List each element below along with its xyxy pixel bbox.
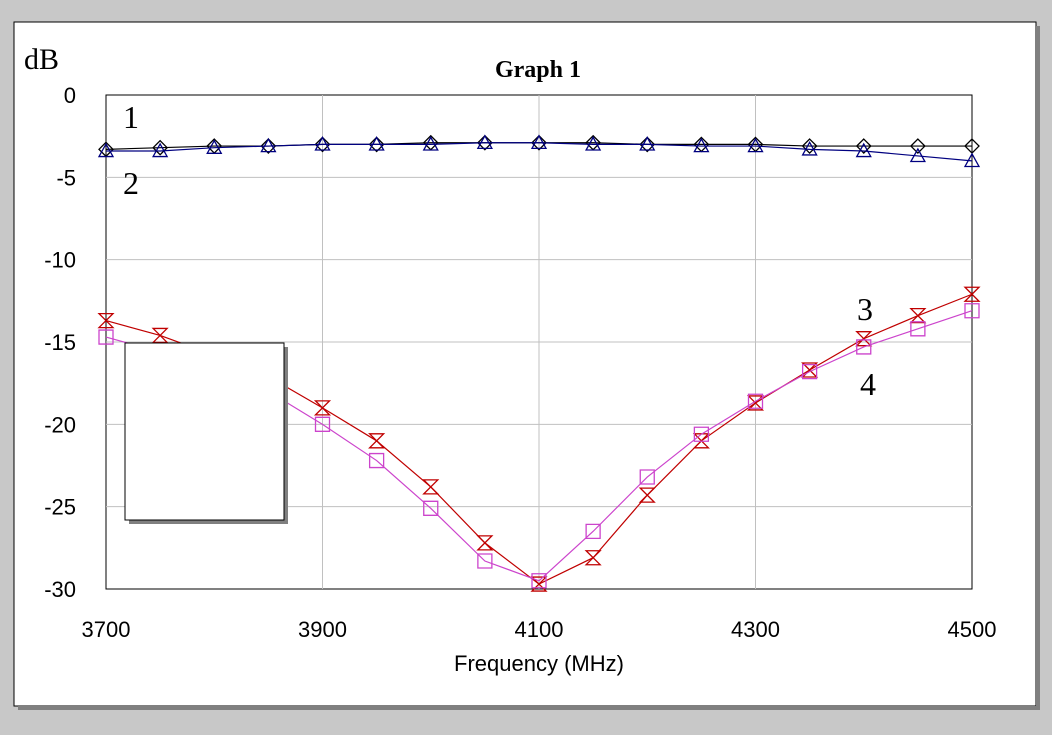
data-series [97, 134, 981, 592]
data-point [746, 395, 765, 411]
data-point [368, 136, 385, 151]
data-point [260, 138, 277, 154]
data-point [206, 139, 223, 154]
data-point [747, 393, 764, 409]
data-point [910, 321, 926, 337]
data-point [423, 500, 439, 516]
y-axis-label: dB [24, 43, 59, 76]
data-point [98, 329, 114, 345]
data-point [585, 523, 601, 540]
data-point [152, 139, 169, 156]
data-point [855, 142, 872, 158]
data-point [530, 134, 548, 150]
data-point [476, 134, 493, 151]
y-tick-label: -25 [44, 495, 76, 520]
data-point [531, 134, 547, 151]
y-tick-label: -30 [44, 577, 76, 602]
data-point [422, 136, 439, 151]
data-point [97, 142, 115, 158]
data-point [584, 550, 602, 566]
curve-label-2: 2 [123, 165, 139, 201]
data-point [313, 400, 332, 416]
x-tick-label: 4100 [515, 617, 564, 642]
data-point [368, 136, 385, 153]
data-point [639, 136, 656, 153]
y-tick-label: -5 [56, 165, 76, 190]
data-point [477, 553, 493, 569]
data-point [260, 137, 277, 153]
data-point [855, 138, 872, 154]
data-point [151, 327, 169, 344]
panel-shadow-bottom [18, 706, 1040, 710]
data-point [530, 576, 548, 592]
y-tick-label: -10 [44, 248, 76, 273]
data-point [152, 142, 169, 158]
data-point [639, 469, 655, 485]
data-point [693, 137, 710, 153]
grid-lines [106, 95, 972, 589]
legend-box[interactable] [124, 342, 285, 521]
data-point [585, 136, 602, 151]
data-point [801, 141, 818, 156]
data-point [476, 134, 493, 150]
y-tick-label: -20 [44, 412, 76, 437]
data-point [964, 303, 980, 319]
data-point [639, 136, 656, 151]
curve-label-4: 4 [860, 366, 876, 402]
data-point [692, 433, 710, 449]
curve-label-1: 1 [123, 99, 139, 135]
y-tick-label: -15 [44, 330, 76, 355]
data-point [963, 152, 981, 168]
x-tick-label: 3900 [298, 617, 347, 642]
y-tick-label: 0 [64, 83, 76, 108]
data-point [531, 573, 547, 589]
data-point [314, 136, 331, 151]
curve-label-3: 3 [857, 291, 873, 327]
data-point [801, 363, 818, 380]
data-point [909, 138, 926, 154]
tick-labels: 3700 3900 4100 4300 4500 0 -5 -10 -15 -20 -25 -30 [44, 83, 996, 642]
panel-shadow-right [1036, 26, 1040, 710]
data-point [97, 312, 115, 329]
series-2 [97, 134, 981, 168]
x-tick-label: 4300 [731, 617, 780, 642]
data-point [314, 416, 331, 432]
data-point [638, 487, 656, 503]
data-point [368, 452, 385, 469]
chart-title: Graph 1 [495, 57, 581, 83]
data-point [909, 147, 926, 163]
curve-labels: 1 2 3 4 [123, 99, 876, 402]
data-point [422, 479, 440, 495]
data-point [856, 339, 872, 355]
data-point [476, 535, 494, 551]
series-line [106, 142, 973, 162]
x-tick-label: 4500 [948, 617, 997, 642]
data-point [693, 426, 710, 442]
x-tick-label: 3700 [82, 617, 131, 642]
data-point [747, 137, 764, 153]
data-point [314, 136, 331, 153]
x-axis-label: Frequency (MHz) [454, 651, 624, 676]
data-point [801, 138, 818, 154]
data-point [963, 286, 981, 302]
data-point [368, 433, 386, 449]
